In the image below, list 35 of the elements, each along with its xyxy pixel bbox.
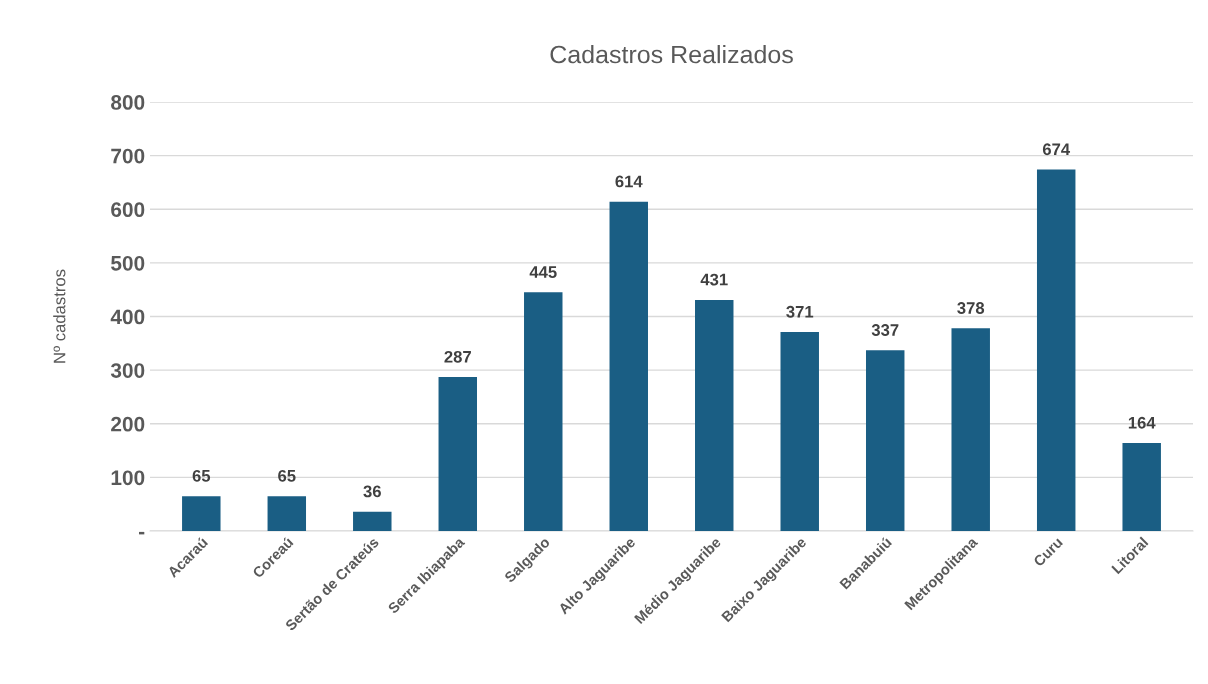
bar [353,511,392,531]
y-tick-label: 100 [111,470,145,486]
data-label: 674 [1042,143,1071,156]
y-tick-label: - [139,531,145,535]
y-tick-label: 300 [110,363,145,378]
bar [1122,443,1161,531]
data-label: 65 [278,469,296,482]
bar [609,201,648,531]
y-tick-label: 200 [111,416,145,432]
y-tick-label: 800 [111,95,145,110]
bar [780,332,819,531]
bar [182,496,221,531]
data-label: 431 [700,273,728,286]
data-label: 65 [192,469,211,482]
bar [1036,169,1076,531]
y-tick-label: 600 [111,202,145,217]
data-label: 337 [871,324,899,336]
chart-title: Cadastros Realizados [550,44,793,64]
data-label: 164 [1128,416,1156,429]
bar [951,328,990,531]
data-label: 36 [363,485,381,498]
bar [524,292,563,531]
y-tick-label: 500 [111,255,145,271]
data-label: 378 [957,302,985,314]
data-label: 371 [786,305,814,318]
data-label: 445 [529,266,557,278]
bar [438,377,478,531]
bar [267,496,307,531]
y-tick-label: 400 [110,309,145,325]
data-label: 287 [444,350,471,363]
y-tick-label: 700 [111,148,145,164]
y-axis-title: Nº cadastros [53,269,66,363]
bar [695,299,734,531]
bar [865,350,905,531]
data-label: 614 [615,175,643,188]
